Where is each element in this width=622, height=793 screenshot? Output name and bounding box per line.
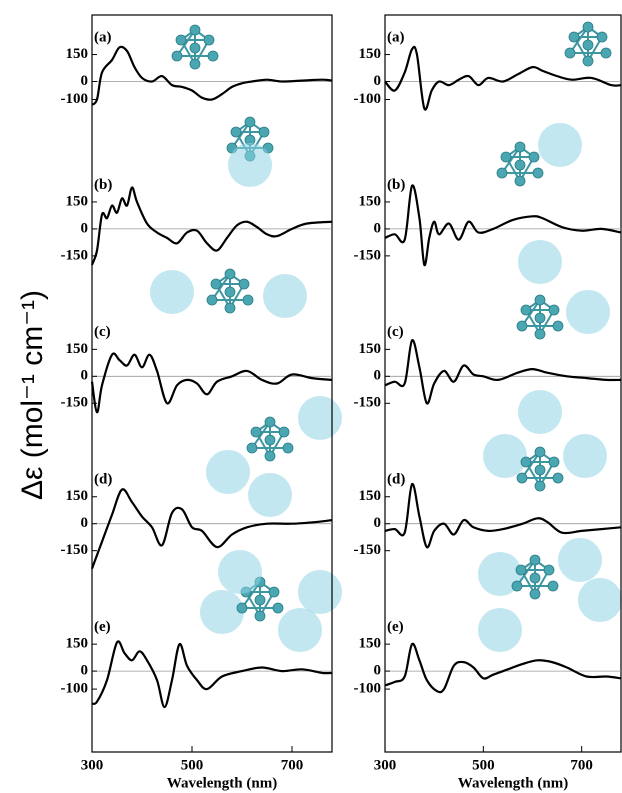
- x-tick-label: 500: [181, 757, 204, 773]
- x-tick-label: 300: [81, 757, 104, 773]
- y-tick-label: 0: [374, 515, 382, 531]
- structures: [150, 21, 622, 652]
- spectrum-line: [91, 640, 333, 709]
- panel-label: (d): [94, 472, 112, 488]
- x-tick-label: 700: [570, 757, 593, 773]
- y-tick-label: 150: [359, 46, 382, 62]
- y-tick-label: 0: [81, 220, 89, 236]
- y-tick-label: -150: [61, 247, 89, 263]
- y-tick-label: 150: [359, 636, 382, 652]
- y-tick-label: 150: [66, 636, 89, 652]
- spectrum-line: [384, 339, 622, 405]
- y-tick-label: -150: [354, 542, 382, 558]
- panel-label: (c): [94, 324, 111, 340]
- spectrum-line: [384, 642, 622, 694]
- spectrum-line: [90, 352, 333, 414]
- y-tick-label: 150: [359, 341, 382, 357]
- axes-frame: [384, 14, 622, 753]
- x-tick-label: 700: [281, 757, 304, 773]
- panel-label: (e): [387, 619, 404, 635]
- panel-label: (e): [94, 619, 111, 635]
- y-tick-label: -100: [61, 681, 89, 697]
- y-tick-label: 0: [81, 515, 89, 531]
- y-tick-label: 150: [66, 341, 89, 357]
- y-tick-label: -100: [354, 681, 382, 697]
- spectrum-line: [91, 45, 333, 106]
- y-tick-label: 0: [81, 73, 89, 89]
- spectrum-line: [384, 184, 622, 267]
- y-tick-label: 150: [66, 488, 89, 504]
- y-tick-label: 0: [81, 368, 89, 384]
- panel-label: (a): [387, 29, 405, 45]
- y-tick-label: -150: [61, 542, 89, 558]
- y-tick-label: 150: [66, 46, 89, 62]
- y-tick-label: 0: [374, 663, 382, 679]
- y-tick-label: -100: [61, 91, 89, 107]
- x-axis-label: Wavelength (nm): [458, 775, 568, 791]
- y-axis-label: Δε (mol⁻¹ cm⁻¹): [16, 290, 49, 500]
- x-tick-label: 500: [472, 757, 495, 773]
- panel-label: (d): [387, 472, 405, 488]
- spectrum-line: [90, 488, 333, 570]
- x-tick-label: 300: [374, 757, 397, 773]
- y-tick-label: -100: [354, 91, 382, 107]
- y-tick-label: 150: [359, 193, 382, 209]
- spectrum-line: [384, 483, 622, 549]
- y-tick-label: -150: [354, 395, 382, 411]
- y-tick-label: -150: [61, 395, 89, 411]
- y-tick-label: 0: [374, 220, 382, 236]
- x-axis-label: Wavelength (nm): [167, 775, 277, 791]
- panel-label: (a): [94, 29, 112, 45]
- y-tick-label: -150: [354, 247, 382, 263]
- spectrum-line: [384, 45, 622, 111]
- y-tick-label: 0: [81, 663, 89, 679]
- y-tick-label: 0: [374, 368, 382, 384]
- panel-label: (c): [387, 324, 404, 340]
- y-tick-label: 150: [66, 193, 89, 209]
- panel-label: (b): [387, 177, 405, 193]
- panel-label: (b): [94, 177, 112, 193]
- y-tick-label: 0: [374, 73, 382, 89]
- spectrum-line: [90, 186, 333, 266]
- y-tick-label: 150: [359, 488, 382, 504]
